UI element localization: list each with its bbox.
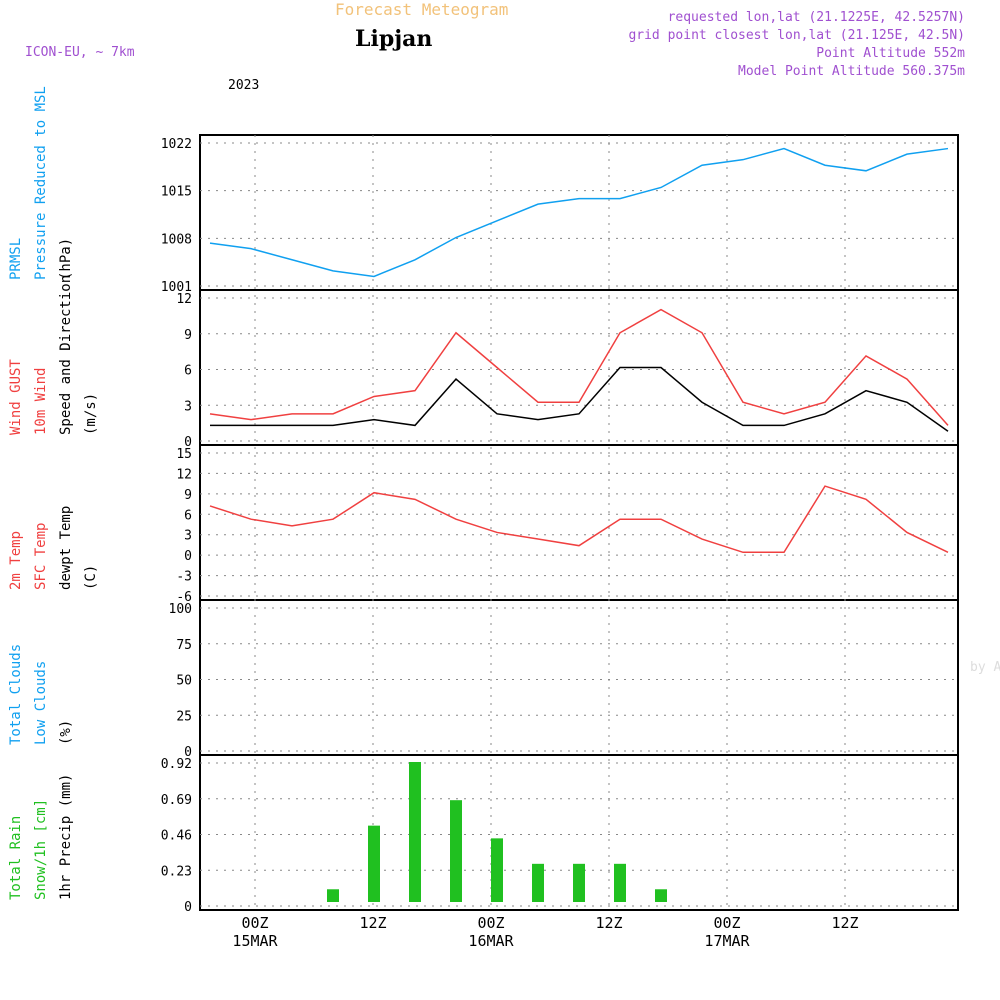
precip-bar [532, 863, 544, 902]
tick: 6 [184, 508, 192, 523]
tick: 12 [176, 292, 192, 307]
tick: 50 [176, 674, 192, 689]
tick: 0 [184, 549, 192, 564]
precip-bar [409, 762, 421, 902]
tick: 0.23 [161, 864, 192, 879]
tick: 1022 [161, 137, 192, 152]
tick: 12 [176, 467, 192, 482]
tick: 0 [184, 745, 192, 760]
tick: 1008 [161, 232, 192, 247]
tick: 6 [184, 364, 192, 379]
precip-bar [614, 863, 626, 902]
panel-label: Speed and Direction [58, 275, 74, 435]
precip-bar [491, 838, 503, 902]
panel-label: SFC Temp [33, 523, 49, 590]
tick: 75 [176, 638, 192, 653]
grid: grid point closest lon,lat (21.125E, 42.… [628, 28, 965, 43]
panel-4 [199, 754, 959, 911]
tick: 9 [184, 488, 192, 503]
panel-label: dewpt Temp [58, 506, 74, 590]
tick: 15 [176, 447, 192, 462]
series-line [209, 485, 949, 554]
panel-label: 2m Temp [8, 531, 24, 590]
panel-label: 1hr Precip (mm) [58, 774, 74, 900]
tick: 0.69 [161, 793, 192, 808]
time-label: 00Z [241, 914, 268, 932]
series-line [209, 308, 949, 426]
time-label: 00Z [477, 914, 504, 932]
precip-bar [655, 889, 667, 902]
tick: 0 [184, 900, 192, 915]
date-label: 16MAR [468, 932, 514, 950]
tick: 0 [184, 435, 192, 450]
place: Lipjan [355, 26, 433, 52]
precip-bar [573, 863, 585, 902]
precip-bar [327, 889, 339, 902]
panel-label: Snow/1h [cm] [33, 799, 49, 900]
panel-label: Low Clouds [33, 661, 49, 745]
panel-1 [199, 289, 959, 446]
time-label: 00Z [713, 914, 740, 932]
malt: Model Point Altitude 560.375m [738, 64, 965, 79]
title: Forecast Meteogram [335, 0, 509, 19]
tick: 25 [176, 709, 192, 724]
panel-0 [199, 134, 959, 291]
panel-label: (C) [83, 565, 99, 590]
credit: by Angel [970, 660, 1000, 675]
date-label: 17MAR [704, 932, 750, 950]
panel-label: (hPa) [58, 238, 74, 280]
panel-label: Pressure Reduced to MSL [33, 86, 49, 280]
panel-label: (m/s) [83, 393, 99, 435]
date-label: 15MAR [232, 932, 278, 950]
tick: 0.92 [161, 757, 192, 772]
time-label: 12Z [831, 914, 858, 932]
panel-label: Total Clouds [8, 644, 24, 745]
tick: -3 [176, 570, 192, 585]
precip-bar [450, 800, 462, 902]
series-line [209, 147, 949, 278]
precip-bar [368, 825, 380, 902]
panel-label: Wind GUST [8, 359, 24, 435]
year: 2023 [228, 78, 260, 93]
panel-label: Total Rain [8, 816, 24, 900]
panel-label: (%) [58, 720, 74, 745]
time-label: 12Z [595, 914, 622, 932]
tick: 9 [184, 328, 192, 343]
panel-label: 10m Wind [33, 368, 49, 435]
panel-label: PRMSL [8, 238, 24, 280]
tick: 1015 [161, 185, 192, 200]
tick: 3 [184, 399, 192, 414]
series-line [210, 366, 949, 432]
panel-3 [199, 599, 959, 756]
tick: 0.46 [161, 829, 192, 844]
tick: -6 [176, 590, 192, 605]
model: ICON-EU, ~ 7km [25, 45, 135, 60]
tick: 3 [184, 529, 192, 544]
alt: Point Altitude 552m [816, 46, 965, 61]
req: requested lon,lat (21.1225E, 42.5257N) [667, 10, 965, 25]
tick: 100 [169, 602, 192, 617]
time-label: 12Z [359, 914, 386, 932]
tick: 1001 [161, 280, 192, 295]
